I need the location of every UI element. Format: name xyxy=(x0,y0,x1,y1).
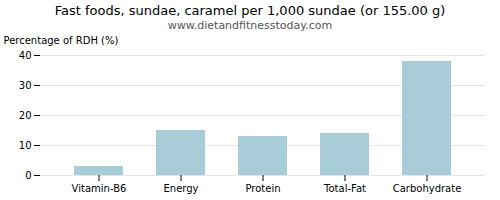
svg-text:Percentage of RDH (%): Percentage of RDH (%) xyxy=(4,35,119,46)
svg-text:10: 10 xyxy=(19,140,32,151)
svg-text:20: 20 xyxy=(19,110,32,121)
svg-text:Energy: Energy xyxy=(163,183,198,194)
html-text:Fast foods, sundae, caramel pe: Fast foods, sundae, caramel per 1,000 su… xyxy=(54,3,446,18)
svg-text:Total-Fat: Total-Fat xyxy=(323,183,366,194)
svg-text:Protein: Protein xyxy=(245,183,280,194)
svg-text:30: 30 xyxy=(19,80,32,91)
svg-text:Vitamin-B6: Vitamin-B6 xyxy=(72,183,127,194)
svg-text:40: 40 xyxy=(19,50,32,61)
svg-text:0: 0 xyxy=(25,170,31,181)
svg-text:Carbohydrate: Carbohydrate xyxy=(393,183,462,194)
html-text:www.dietandfitnesstoday.com: www.dietandfitnesstoday.com xyxy=(167,19,333,32)
